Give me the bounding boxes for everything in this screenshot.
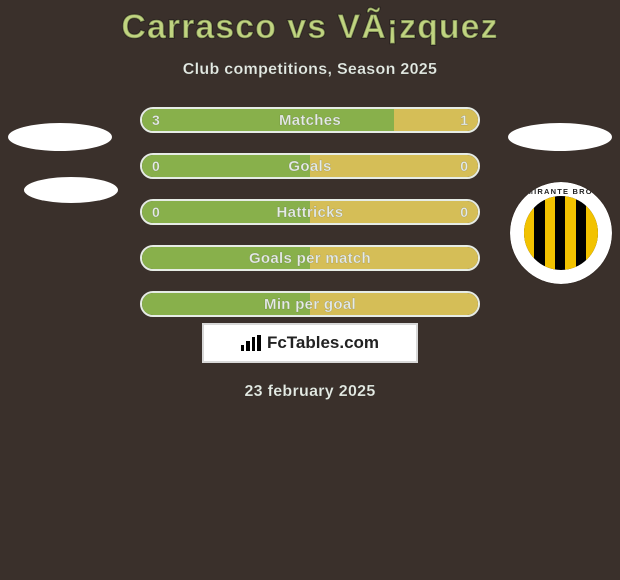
crest-stripe-2	[545, 196, 555, 270]
player-left-avatar-2	[24, 177, 118, 203]
stat-bar-value-right: 1	[428, 109, 468, 131]
crest-inner	[524, 196, 598, 270]
page-title: Carrasco vs VÃ¡zquez	[121, 8, 498, 47]
stat-bar-value-left	[152, 293, 192, 315]
stat-bar-value-left: 3	[152, 109, 192, 131]
stat-bar-value-right: 0	[428, 201, 468, 223]
page-root: Carrasco vs VÃ¡zquez Club competitions, …	[0, 0, 620, 580]
stat-bar: Matches31	[140, 107, 480, 133]
stat-bar-value-right: 0	[428, 155, 468, 177]
player-right-avatar-1	[508, 123, 612, 151]
crest-stripe-3	[565, 196, 575, 270]
stat-bar-value-left	[152, 247, 192, 269]
snapshot-date: 23 february 2025	[244, 383, 375, 401]
logo-bars-icon	[241, 335, 261, 351]
stat-bar-value-right	[428, 247, 468, 269]
stat-bar: Goals00	[140, 153, 480, 179]
stat-bar: Hattricks00	[140, 199, 480, 225]
logo-text: FcTables.com	[267, 333, 379, 353]
crest-stripe-4	[586, 196, 598, 270]
page-subtitle: Club competitions, Season 2025	[183, 61, 437, 79]
team-right-crest: ALMIRANTE BROWN	[510, 182, 612, 284]
crest-stripe-1	[524, 196, 534, 270]
crest-ring-text: ALMIRANTE BROWN	[510, 187, 612, 196]
stat-bar-value-left: 0	[152, 201, 192, 223]
stat-bar: Min per goal	[140, 291, 480, 317]
stat-bar: Goals per match	[140, 245, 480, 271]
stat-bar-value-left: 0	[152, 155, 192, 177]
stat-bar-value-right	[428, 293, 468, 315]
player-left-avatar-1	[8, 123, 112, 151]
source-logo: FcTables.com	[202, 323, 418, 363]
